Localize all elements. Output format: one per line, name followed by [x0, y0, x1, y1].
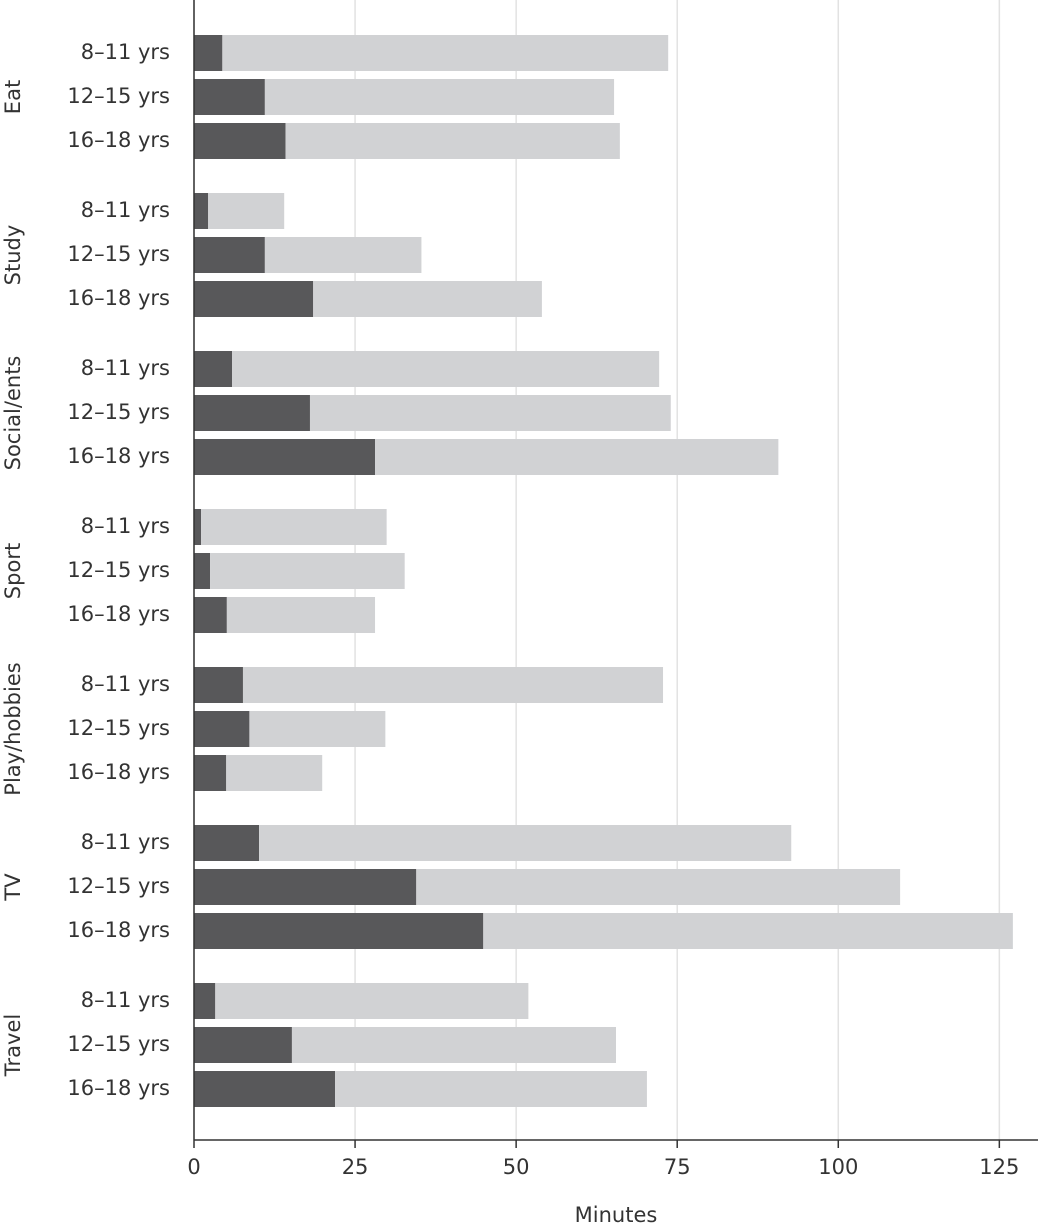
- y-tick-label: 8–11 yrs: [81, 514, 170, 538]
- bar-segment: [194, 193, 209, 229]
- y-tick-label: 8–11 yrs: [81, 356, 170, 380]
- y-tick-label: 8–11 yrs: [81, 198, 170, 222]
- bar-segment: [232, 351, 660, 387]
- y-tick-label: 12–15 yrs: [67, 242, 170, 266]
- bar-segment: [194, 79, 265, 115]
- bar-segment: [194, 597, 227, 633]
- y-tick-label: 12–15 yrs: [67, 400, 170, 424]
- y-tick-label: 8–11 yrs: [81, 40, 170, 64]
- bar-segment: [208, 193, 285, 229]
- bar-segment: [222, 35, 669, 71]
- bar-segment: [483, 913, 1013, 949]
- bar-segment: [210, 553, 405, 589]
- group-label: TV: [1, 873, 25, 902]
- x-tick-label: 75: [664, 1155, 691, 1179]
- bar-segment: [194, 35, 223, 71]
- group-label: Social/ents: [1, 356, 25, 471]
- x-tick-label: 125: [979, 1155, 1019, 1179]
- bar-segment: [249, 711, 386, 747]
- bar-segment: [259, 825, 792, 861]
- bar-segment: [194, 667, 243, 703]
- y-tick-label: 12–15 yrs: [67, 558, 170, 582]
- bar-segment: [194, 237, 265, 273]
- bar-segment: [242, 667, 664, 703]
- bar-segment: [285, 123, 620, 159]
- y-tick-label: 12–15 yrs: [67, 84, 170, 108]
- bar-segment: [194, 351, 233, 387]
- bar-segment: [335, 1071, 647, 1107]
- y-tick-label: 12–15 yrs: [67, 716, 170, 740]
- bar-segment: [264, 79, 615, 115]
- bar-segment: [226, 597, 376, 633]
- group-label: Travel: [1, 1014, 25, 1077]
- x-axis-label: Minutes: [575, 1203, 658, 1227]
- bar-segment: [194, 1071, 336, 1107]
- bar-segment: [194, 553, 211, 589]
- y-tick-label: 16–18 yrs: [67, 760, 170, 784]
- y-tick-label: 12–15 yrs: [67, 1032, 170, 1056]
- bar-segment: [194, 869, 417, 905]
- bar-segment: [313, 281, 542, 317]
- x-tick-label: 25: [342, 1155, 369, 1179]
- group-label: Play/hobbies: [1, 662, 25, 795]
- group-label: Eat: [1, 80, 25, 114]
- y-tick-label: 8–11 yrs: [81, 672, 170, 696]
- bar-segment: [194, 983, 216, 1019]
- bar-segment: [416, 869, 901, 905]
- bar-segment: [194, 395, 310, 431]
- bar-segment: [194, 281, 314, 317]
- y-tick-label: 16–18 yrs: [67, 286, 170, 310]
- bar-segment: [194, 755, 227, 791]
- bar-segment: [194, 825, 260, 861]
- bar-segment: [194, 123, 286, 159]
- bar-segment: [226, 755, 323, 791]
- bar-segment: [375, 439, 779, 475]
- bar-segment: [291, 1027, 616, 1063]
- y-tick-label: 16–18 yrs: [67, 128, 170, 152]
- bar-segment: [194, 439, 376, 475]
- x-tick-label: 0: [187, 1155, 200, 1179]
- y-tick-label: 16–18 yrs: [67, 444, 170, 468]
- y-tick-label: 16–18 yrs: [67, 918, 170, 942]
- group-label: Study: [1, 225, 25, 286]
- group-label: Sport: [1, 543, 25, 599]
- x-tick-label: 50: [503, 1155, 530, 1179]
- bar-segment: [194, 711, 250, 747]
- y-tick-label: 12–15 yrs: [67, 874, 170, 898]
- x-tick-label: 100: [818, 1155, 858, 1179]
- bar-segment: [194, 1027, 292, 1063]
- bar-segment: [201, 509, 387, 545]
- bar-segment: [194, 913, 484, 949]
- y-tick-label: 16–18 yrs: [67, 1076, 170, 1100]
- y-tick-label: 8–11 yrs: [81, 988, 170, 1012]
- bar-segment: [194, 509, 202, 545]
- bar-segment: [309, 395, 671, 431]
- bar-segment: [215, 983, 529, 1019]
- bar-segment: [264, 237, 422, 273]
- y-tick-label: 8–11 yrs: [81, 830, 170, 854]
- y-tick-label: 16–18 yrs: [67, 602, 170, 626]
